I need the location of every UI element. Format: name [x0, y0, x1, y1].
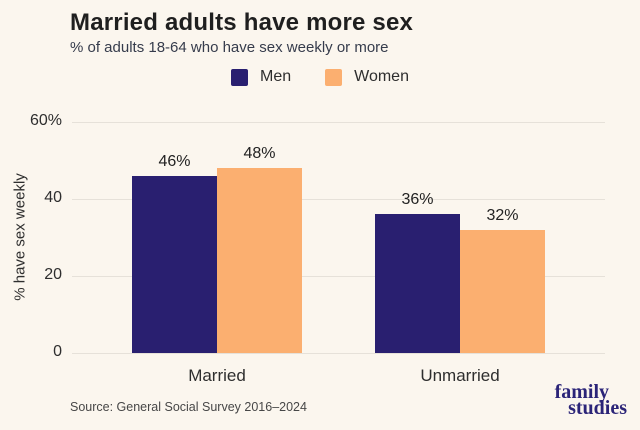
source-note: Source: General Social Survey 2016–2024	[70, 400, 307, 414]
bar-value-label: 48%	[243, 145, 276, 163]
x-category-label-unmarried: Unmarried	[420, 366, 500, 385]
bar-col-women-married: 48%	[217, 145, 302, 353]
bar-men-unmarried	[375, 214, 460, 353]
gridline-0	[72, 353, 605, 354]
y-tick-label-60: 60%	[29, 112, 62, 129]
bar-col-women-unmarried: 32%	[460, 207, 545, 353]
gridline-60	[72, 122, 605, 123]
legend-swatch-women	[325, 68, 343, 86]
gridline-40	[72, 199, 605, 200]
bar-col-men-unmarried: 36%	[375, 191, 460, 353]
bar-women-unmarried	[460, 229, 545, 353]
legend-label-men: Men	[260, 68, 292, 85]
y-tick-label-20: 20	[44, 266, 62, 283]
logo-line-2: studies	[568, 397, 627, 419]
bar-women-married	[217, 168, 302, 353]
bar-col-men-married: 46%	[132, 153, 217, 353]
legend-swatch-men	[231, 68, 249, 86]
y-tick-label-0: 0	[53, 343, 62, 360]
logo-line-1: family	[554, 381, 609, 403]
bar-value-label: 36%	[401, 191, 434, 209]
bar-value-label: 46%	[158, 152, 191, 170]
bar-value-label: 32%	[486, 206, 519, 224]
y-tick-label-40: 40	[44, 189, 62, 206]
chart-subtitle: % of adults 18-64 who have sex weekly or…	[70, 39, 389, 56]
bar-group-married: 46% 48%	[132, 100, 302, 353]
family-studies-logo: family studies	[554, 381, 627, 419]
legend-item-women: Women	[325, 68, 409, 86]
bar-group-unmarried: 36% 32%	[375, 100, 545, 353]
gridline-20	[72, 276, 605, 277]
legend-item-men: Men	[231, 68, 291, 86]
legend: Men Women	[0, 68, 640, 86]
x-category-label-married: Married	[188, 366, 246, 385]
legend-label-women: Women	[354, 68, 409, 85]
bar-men-married	[132, 175, 217, 353]
chart-title: Married adults have more sex	[70, 9, 414, 36]
